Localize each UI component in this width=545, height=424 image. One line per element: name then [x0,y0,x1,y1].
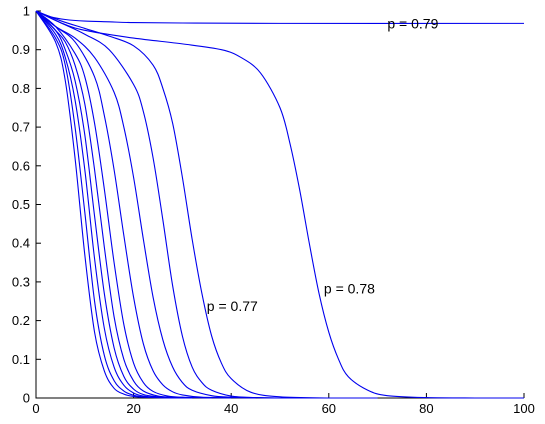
annotation-label: p = 0.79 [387,15,438,31]
series-line-3 [35,10,193,399]
y-tick-label: 0.5 [12,197,30,212]
series-line-6 [35,10,232,399]
y-tick-label: 0.3 [12,274,30,289]
y-tick-label: 0 [23,391,30,406]
y-tick-label: 0.9 [12,42,30,57]
y-tick-label: 1 [23,4,30,19]
series-line-11 [35,10,524,399]
y-tick-label: 0.4 [12,236,30,251]
series-line-9 [35,10,329,399]
y-tick-label: 0.1 [12,352,30,367]
plot-area: 0 20 40 60 80 100 0 0.1 0.2 0.3 0.4 0.5 0.6 0.7 0.8 0.9… [12,4,535,417]
y-tick-label: 0.8 [12,81,30,96]
series-line-4 [35,10,193,399]
x-tick-label: 80 [419,401,433,416]
x-tick-label: 100 [513,401,535,416]
series-line-5 [35,10,212,399]
x-tick-label: 40 [224,401,238,416]
series-line-2 [35,10,183,399]
y-tick-label: 0.2 [12,313,30,328]
x-tick-label: 0 [32,401,39,416]
axes-frame [35,11,524,399]
series-line-8 [35,10,281,399]
y-tick-label: 0.7 [12,120,30,135]
series-line-10 [35,10,378,399]
annotation-label: p = 0.78 [324,281,375,297]
y-tick-label: 0.6 [12,158,30,173]
x-tick-label: 20 [126,401,140,416]
annotation-label: p = 0.77 [207,298,258,314]
series-line-7 [35,10,256,399]
x-tick-label: 60 [322,401,336,416]
series-line-12 [35,10,525,24]
